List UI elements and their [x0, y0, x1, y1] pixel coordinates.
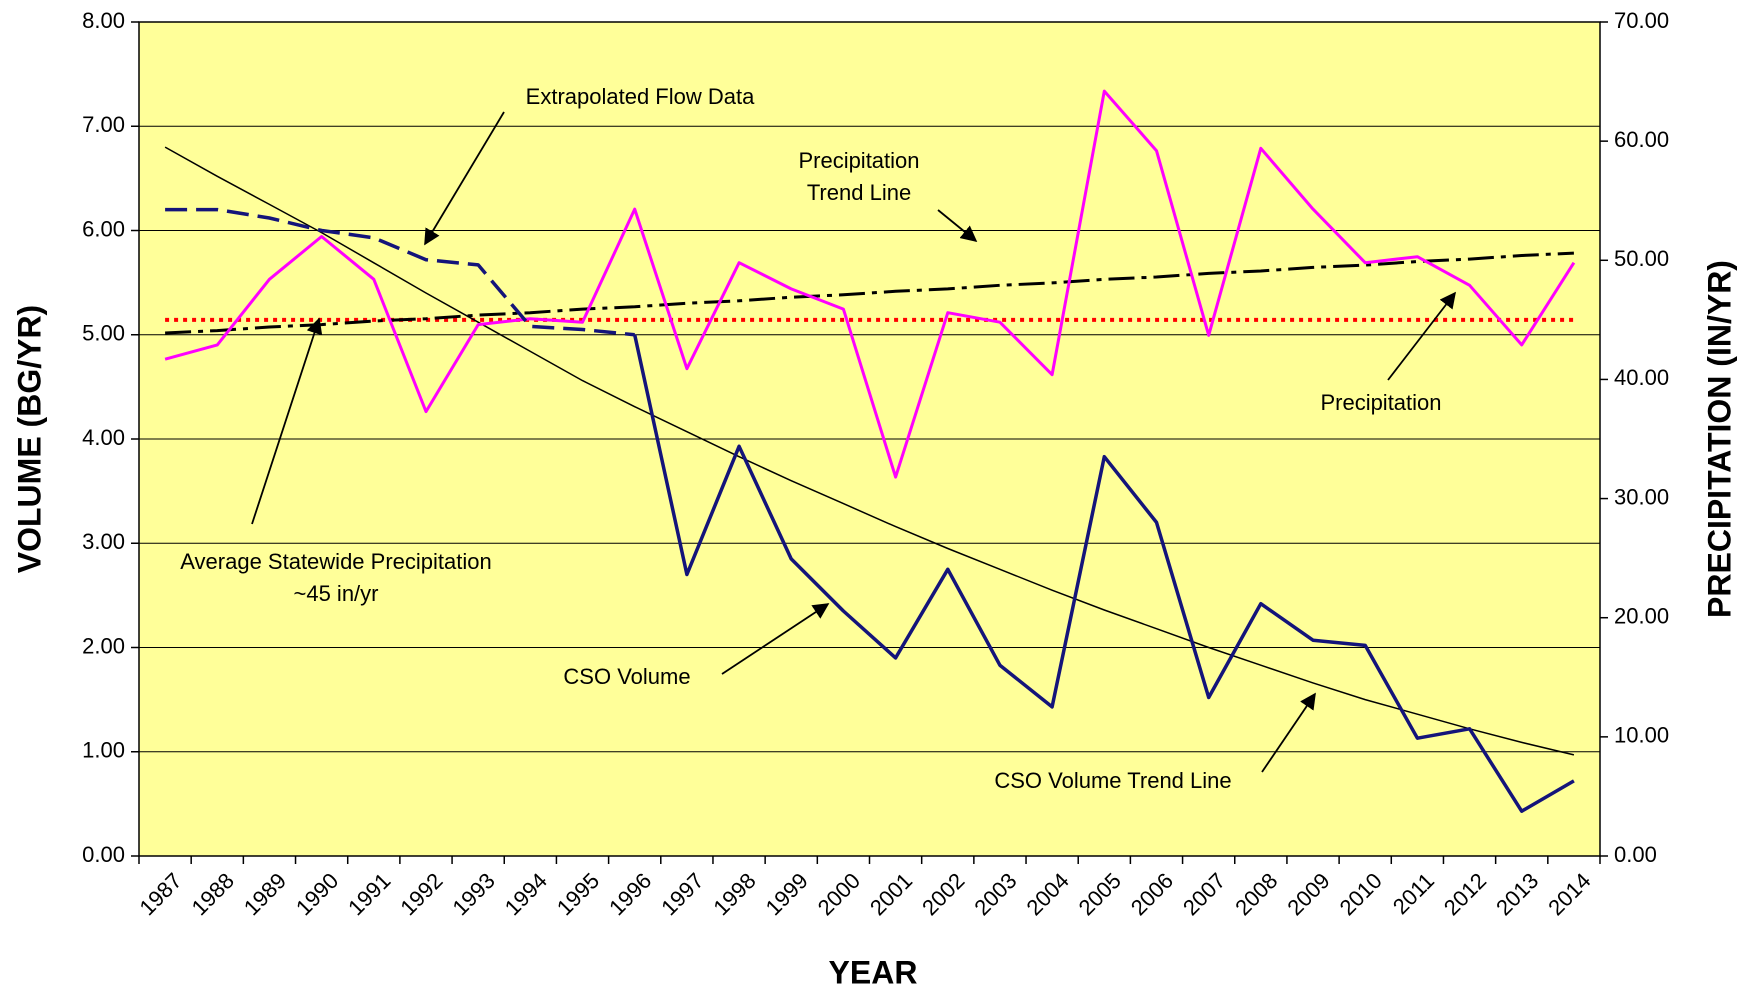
x-tick-label: 2006 — [1126, 868, 1178, 920]
x-tick-label: 2009 — [1282, 868, 1334, 920]
x-tick-label: 1997 — [656, 868, 708, 920]
x-tick-label: 2002 — [917, 868, 969, 920]
y-tick-label: 6.00 — [82, 216, 125, 241]
x-tick-label: 1995 — [552, 868, 604, 920]
x-tick-label: 1988 — [187, 868, 239, 920]
y-tick-label: 5.00 — [82, 321, 125, 346]
x-tick-label: 1989 — [239, 868, 291, 920]
y-tick-label: 2.00 — [82, 633, 125, 658]
x-axis-title: YEAR — [829, 954, 918, 990]
x-tick-label: 2001 — [865, 868, 917, 920]
arrow — [721, 603, 830, 675]
y2-tick-label: 0.00 — [1614, 842, 1657, 867]
arrow — [1261, 692, 1316, 773]
x-tick-label: 1998 — [708, 868, 760, 920]
series-line — [632, 334, 1575, 813]
y2-tick-label: 30.00 — [1614, 484, 1669, 509]
series-line — [165, 251, 1574, 335]
x-tick-label: 2008 — [1230, 868, 1282, 920]
series-line — [164, 89, 1576, 479]
x-tick-label: 2014 — [1543, 868, 1595, 920]
arrow — [424, 111, 505, 246]
series-line — [164, 146, 1575, 756]
arrow — [251, 317, 323, 525]
annotation: Trend Line — [807, 180, 911, 205]
x-tick-label: 2012 — [1439, 868, 1491, 920]
x-tick-label: 1990 — [291, 868, 343, 920]
y2-tick-label: 70.00 — [1614, 8, 1669, 33]
x-tick-label: 1999 — [761, 868, 813, 920]
arrow — [1387, 291, 1456, 381]
y2-tick-label: 40.00 — [1614, 365, 1669, 390]
y-tick-label: 3.00 — [82, 529, 125, 554]
y-tick-label: 7.00 — [82, 112, 125, 137]
x-tick-label: 1992 — [395, 868, 447, 920]
x-tick-label: 2005 — [1074, 868, 1126, 920]
x-tick-label: 2007 — [1178, 868, 1230, 920]
annotation: CSO Volume — [563, 664, 690, 689]
annotation: CSO Volume Trend Line — [994, 768, 1231, 793]
annotation: Precipitation — [798, 148, 919, 173]
x-tick-label: 1993 — [448, 868, 500, 920]
x-tick-label: 2013 — [1491, 868, 1543, 920]
y-axis-title: VOLUME (BG/YR) — [11, 305, 47, 573]
annotation-arrows — [251, 111, 1456, 773]
x-tick-label: 1991 — [343, 868, 395, 920]
y2-tick-label: 10.00 — [1614, 723, 1669, 748]
y-tick-label: 8.00 — [82, 8, 125, 33]
x-tick-label: 1994 — [500, 868, 552, 920]
annotation: Average Statewide Precipitation — [180, 549, 491, 574]
x-tick-label: 2011 — [1388, 868, 1439, 919]
x-tick-label: 2003 — [969, 868, 1021, 920]
y2-tick-label: 50.00 — [1614, 246, 1669, 271]
annotation: ~45 in/yr — [294, 581, 379, 606]
annotation: Extrapolated Flow Data — [526, 84, 755, 109]
y2-tick-label: 60.00 — [1614, 127, 1669, 152]
y2-tick-label: 20.00 — [1614, 604, 1669, 629]
y-tick-label: 1.00 — [82, 738, 125, 763]
x-tick-label: 2010 — [1335, 868, 1387, 920]
annotation: Precipitation — [1320, 390, 1441, 415]
arrow — [937, 209, 978, 243]
series-line — [165, 207, 635, 337]
y-tick-label: 4.00 — [82, 425, 125, 450]
x-tick-label: 1996 — [604, 868, 656, 920]
x-tick-label: 2000 — [813, 868, 865, 920]
y2-axis-title: PRECIPITATION (IN/YR) — [1701, 260, 1737, 618]
x-tick-label: 1987 — [134, 868, 186, 920]
x-tick-label: 2004 — [1021, 868, 1073, 920]
y-tick-label: 0.00 — [82, 842, 125, 867]
